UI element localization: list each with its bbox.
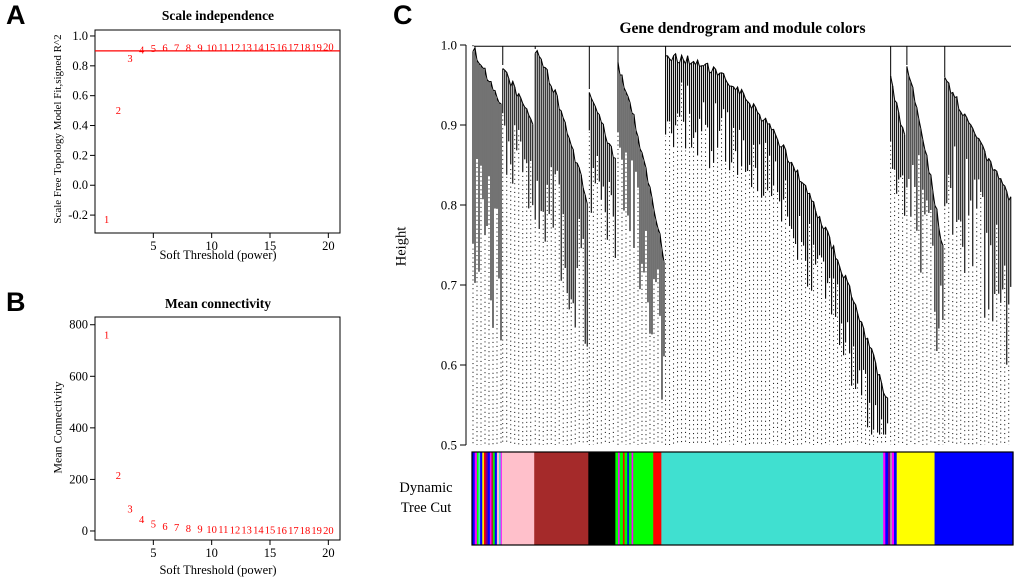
svg-text:5: 5 <box>150 239 156 253</box>
svg-text:15: 15 <box>265 526 276 537</box>
svg-text:19: 19 <box>311 526 322 537</box>
svg-text:1.0: 1.0 <box>441 38 457 53</box>
panel-b-label: B <box>6 287 26 317</box>
svg-text:11: 11 <box>218 525 228 536</box>
svg-text:17: 17 <box>288 43 299 54</box>
svg-text:14: 14 <box>253 43 264 54</box>
svg-text:16: 16 <box>276 43 287 54</box>
svg-text:15: 15 <box>265 43 276 54</box>
plot-box <box>94 316 341 541</box>
panel-a-title: Scale independence <box>161 8 275 23</box>
svg-text:16: 16 <box>276 526 287 537</box>
svg-text:18: 18 <box>300 43 311 54</box>
svg-text:0.6: 0.6 <box>72 89 88 103</box>
svg-text:20: 20 <box>322 546 335 560</box>
svg-text:200: 200 <box>69 472 88 486</box>
svg-text:8: 8 <box>186 43 191 54</box>
svg-text:19: 19 <box>311 43 322 54</box>
svg-text:6: 6 <box>162 522 167 533</box>
svg-text:3: 3 <box>127 505 132 516</box>
svg-text:0.8: 0.8 <box>72 59 88 73</box>
svg-text:0.6: 0.6 <box>441 358 458 373</box>
svg-text:400: 400 <box>69 421 88 435</box>
svg-text:10: 10 <box>206 43 217 54</box>
panel-b-title: Mean connectivity <box>164 296 272 311</box>
svg-text:11: 11 <box>218 43 228 54</box>
svg-text:0: 0 <box>82 524 88 538</box>
svg-text:9: 9 <box>197 524 202 535</box>
svg-text:7: 7 <box>174 523 179 534</box>
svg-text:7: 7 <box>174 43 179 54</box>
svg-text:0.8: 0.8 <box>441 198 457 213</box>
dynamic-tree-cut-annotation: Dynamic Tree Cut <box>385 478 467 518</box>
svg-text:5: 5 <box>151 519 156 530</box>
svg-text:5: 5 <box>151 44 156 55</box>
svg-text:9: 9 <box>197 43 202 54</box>
svg-text:20: 20 <box>323 43 334 54</box>
svg-text:17: 17 <box>288 526 299 537</box>
svg-text:15: 15 <box>264 546 277 560</box>
svg-text:20: 20 <box>322 239 335 253</box>
svg-text:0.4: 0.4 <box>72 119 88 133</box>
svg-text:2: 2 <box>116 106 121 117</box>
dendrogram <box>472 45 1012 445</box>
svg-text:800: 800 <box>69 318 88 332</box>
panel-c-label: C <box>393 0 413 30</box>
svg-text:10: 10 <box>205 546 218 560</box>
svg-text:13: 13 <box>241 525 252 536</box>
svg-text:4: 4 <box>139 46 145 57</box>
annotation-line-2: Tree Cut <box>400 500 452 516</box>
plot-box <box>94 29 341 234</box>
annotation-line-1: Dynamic <box>399 480 453 496</box>
svg-text:10: 10 <box>206 525 217 536</box>
svg-text:12: 12 <box>230 43 241 54</box>
svg-text:0.2: 0.2 <box>72 148 88 162</box>
svg-text:1: 1 <box>104 215 109 226</box>
svg-text:0.7: 0.7 <box>441 278 458 293</box>
svg-text:600: 600 <box>69 369 88 383</box>
svg-text:10: 10 <box>205 239 218 253</box>
svg-text:20: 20 <box>323 526 334 537</box>
panel-a-xlabel: Soft Threshold (power) <box>159 248 277 262</box>
svg-text:1.0: 1.0 <box>72 29 88 43</box>
svg-text:13: 13 <box>241 43 252 54</box>
svg-text:18: 18 <box>300 526 311 537</box>
module-color-bar <box>471 451 1014 546</box>
svg-text:5: 5 <box>150 546 156 560</box>
svg-text:14: 14 <box>253 526 264 537</box>
svg-text:4: 4 <box>139 515 145 526</box>
axis-ticks: 5 10 15 20-0.20.00.20.40.60.81.0 <box>68 29 334 253</box>
panel-c-title: Gene dendrogram and module colors <box>619 20 866 37</box>
panel-a-label: A <box>6 0 26 30</box>
svg-text:0.5: 0.5 <box>441 438 457 453</box>
svg-text:3: 3 <box>127 54 132 65</box>
svg-text:-0.2: -0.2 <box>68 208 88 222</box>
panel-c-plot: 0.5 0.6 0.7 0.8 0.9 1.0 <box>441 38 1014 546</box>
svg-text:0.9: 0.9 <box>441 118 457 133</box>
svg-text:2: 2 <box>116 471 121 482</box>
svg-text:8: 8 <box>186 524 191 535</box>
svg-text:6: 6 <box>162 44 167 55</box>
svg-text:12: 12 <box>230 525 241 536</box>
height-axis: 0.5 0.6 0.7 0.8 0.9 1.0 <box>441 38 467 453</box>
svg-text:1: 1 <box>104 331 109 342</box>
svg-text:15: 15 <box>264 239 277 253</box>
panel-b-xlabel: Soft Threshold (power) <box>159 563 277 577</box>
svg-text:0.0: 0.0 <box>72 178 88 192</box>
